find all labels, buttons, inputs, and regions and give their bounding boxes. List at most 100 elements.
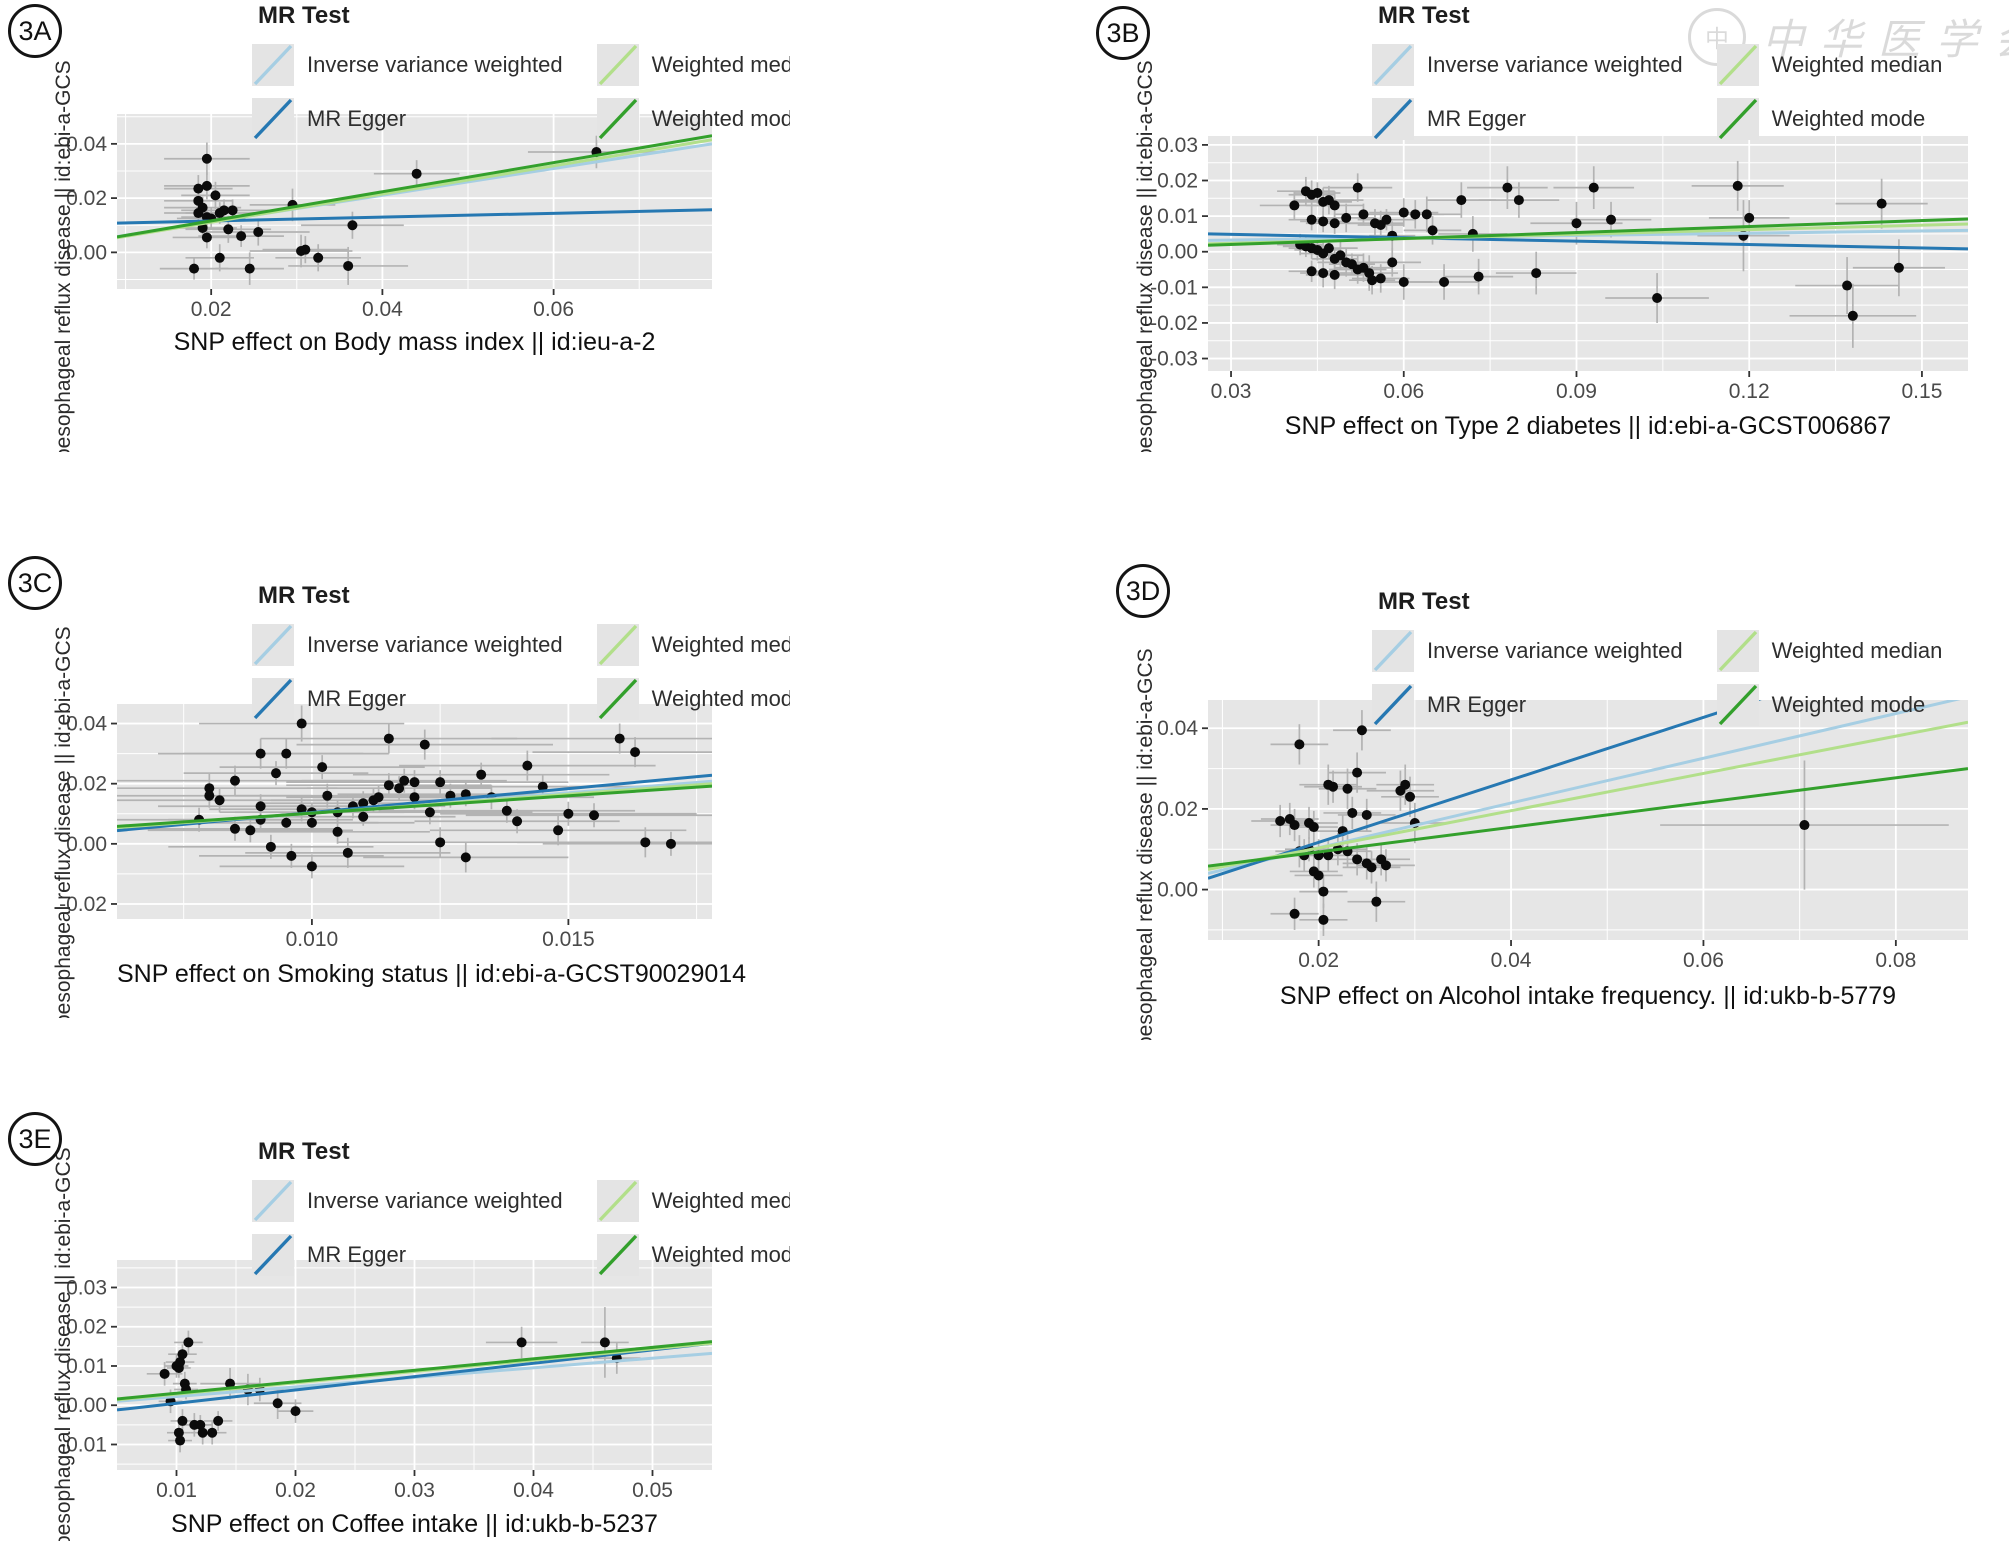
legend-label: Inverse variance weighted	[307, 52, 563, 77]
x-axis-label: SNP effect on Body mass index || id:ieu-…	[173, 328, 656, 356]
svg-text:0.15: 0.15	[1902, 380, 1943, 403]
legend-key-ivw-icon	[1372, 44, 1414, 86]
svg-text:0.04: 0.04	[66, 713, 107, 736]
legend-label: MR Egger	[1427, 692, 1527, 717]
legend-label: MR Egger	[1427, 106, 1527, 131]
panel-tag-3a: 3A	[8, 4, 62, 58]
legend-key-median-icon	[596, 44, 639, 86]
svg-text:0.04: 0.04	[362, 298, 403, 321]
svg-text:0.00: 0.00	[66, 241, 107, 264]
scatter-plot-3a: 0.02 0.04 0.06 0.00 0.02 0.04	[66, 114, 712, 321]
svg-text:0.05: 0.05	[632, 1479, 673, 1502]
svg-text:0.00: 0.00	[66, 1394, 107, 1417]
legend-label: Inverse variance weighted	[307, 632, 563, 657]
legend-item-mode: Weighted mode	[596, 676, 790, 722]
svg-text:0.08: 0.08	[1875, 949, 1916, 972]
legend-item-ivw: Inverse variance weighted	[252, 42, 563, 88]
svg-text:0.03: 0.03	[66, 1276, 107, 1299]
y-axis-label: oesophageal reflux disease || id:ebi-a-G…	[52, 1147, 75, 1541]
legend-key-egger-icon	[252, 678, 294, 720]
legend-label: Inverse variance weighted	[307, 1188, 563, 1213]
svg-text:0.00: 0.00	[66, 833, 107, 856]
legend-label: Weighted median	[651, 632, 790, 657]
svg-text:0.02: 0.02	[1157, 798, 1198, 821]
legend-key-ivw-icon	[252, 624, 294, 666]
legend-key-median-icon	[1716, 630, 1759, 672]
svg-text:0.01: 0.01	[66, 1355, 107, 1378]
legend-label: Inverse variance weighted	[1427, 638, 1683, 663]
svg-text:0.02: 0.02	[1157, 170, 1198, 193]
legend-key-egger-icon	[252, 1234, 294, 1276]
scatter-plot-3c: 0.010 0.015 -0.02 0.00 0.02 0.04	[59, 704, 712, 951]
y-axis-label: oesophageal reflux disease || id:ebi-a-G…	[1134, 60, 1157, 452]
legend-key-median-icon	[596, 1180, 639, 1222]
legend-item-egger: MR Egger	[252, 676, 563, 722]
svg-text:0.03: 0.03	[394, 1479, 435, 1502]
legend-label: Weighted mode	[1771, 692, 1926, 717]
y-axis-label: oesophageal reflux disease || id:ebi-a-G…	[1134, 648, 1157, 1040]
svg-text:-0.01: -0.01	[1150, 276, 1198, 299]
legend-key-median-icon	[1716, 44, 1759, 86]
svg-text:-0.02: -0.02	[59, 893, 107, 916]
panel-3a: 3A oesophageal reflux disease || id:ebi-…	[0, 0, 790, 452]
legend-label: Weighted mode	[651, 1242, 790, 1267]
legend-label: MR Egger	[307, 106, 407, 131]
svg-text:0.03: 0.03	[1157, 134, 1198, 157]
svg-text:0.01: 0.01	[156, 1479, 197, 1502]
panel-tag-3d: 3D	[1116, 564, 1170, 618]
x-axis-label: SNP effect on Coffee intake || id:ukb-b-…	[171, 1510, 658, 1538]
legend-title: MR Test	[258, 1138, 350, 1165]
svg-text:0.06: 0.06	[1683, 949, 1724, 972]
legend-item-median: Weighted median	[1716, 42, 1942, 88]
scatter-plot-3b: 0.03 0.06 0.09 0.12 0.15 -0.03 -0.02 -0.01 0.00 0…	[1150, 134, 1968, 403]
legend-title: MR Test	[258, 582, 350, 609]
svg-text:0.02: 0.02	[191, 298, 232, 321]
legend-label: Inverse variance weighted	[1427, 52, 1683, 77]
svg-text:0.04: 0.04	[513, 1479, 554, 1502]
legend-item-ivw: Inverse variance weighted	[252, 1178, 563, 1224]
panel-3d: 3D oesophageal reflux disease || id:ebi-…	[1080, 548, 2009, 1040]
svg-text:0.02: 0.02	[1298, 949, 1339, 972]
legend-key-mode-icon	[596, 98, 639, 140]
legend-key-mode-icon	[596, 1234, 639, 1276]
scatter-plot-3d: 0.02 0.04 0.06 0.08 0.00 0.02 0.04	[1157, 700, 1968, 972]
watermark: 中 中华医学会	[1688, 6, 2009, 67]
legend-item-ivw: Inverse variance weighted	[1372, 628, 1683, 674]
legend-label: Weighted median	[1771, 638, 1943, 663]
legend-label: Weighted mode	[651, 106, 790, 131]
legend-label: Weighted mode	[1771, 106, 1926, 131]
x-axis-label: SNP effect on Alcohol intake frequency. …	[1279, 982, 1897, 1010]
legend-item-egger: MR Egger	[252, 1232, 563, 1278]
mr-test-legend: MR Test Inverse variance weighted MR Egg…	[1372, 588, 1942, 728]
mr-test-legend: MR Test Inverse variance weighted MR Egg…	[1372, 2, 1942, 142]
svg-text:0.00: 0.00	[1157, 879, 1198, 902]
panel-tag-3e: 3E	[8, 1112, 62, 1166]
svg-text:0.01: 0.01	[1157, 205, 1198, 228]
legend-title: MR Test	[1378, 588, 1470, 615]
scatter-plot-3e: 0.01 0.02 0.03 0.04 0.05 -0.01 0.00 0.01 0.02 0.0…	[59, 1260, 712, 1502]
legend-key-egger-icon	[252, 98, 294, 140]
svg-text:0.015: 0.015	[542, 928, 595, 951]
svg-text:0.06: 0.06	[1383, 380, 1424, 403]
svg-text:0.010: 0.010	[286, 928, 339, 951]
x-axis-label: SNP effect on Smoking status || id:ebi-a…	[117, 960, 747, 988]
legend-key-ivw-icon	[252, 1180, 294, 1222]
legend-item-median: Weighted median	[596, 1178, 790, 1224]
legend-item-ivw: Inverse variance weighted	[252, 622, 563, 668]
svg-text:0.02: 0.02	[275, 1479, 316, 1502]
watermark-text: 中华医学会	[1762, 15, 2009, 64]
legend-title: MR Test	[258, 2, 350, 29]
legend-label: MR Egger	[307, 1242, 407, 1267]
panel-3c: 3C oesophageal reflux disease || id:ebi-…	[0, 548, 790, 1018]
svg-text:-0.02: -0.02	[1150, 312, 1198, 335]
svg-text:0.04: 0.04	[1491, 949, 1532, 972]
y-axis-label: oesophageal reflux disease || id:ebi-a-G…	[52, 60, 75, 452]
svg-text:0.02: 0.02	[66, 773, 107, 796]
legend-key-median-icon	[596, 624, 639, 666]
legend-key-mode-icon	[596, 678, 639, 720]
mr-test-legend: MR Test Inverse variance weighted MR Egg…	[252, 2, 790, 142]
panel-tag-3b: 3B	[1096, 6, 1150, 60]
mr-test-legend: MR Test Inverse variance weighted MR Egg…	[252, 1138, 790, 1278]
legend-label: Weighted median	[651, 1188, 790, 1213]
legend-title: MR Test	[1378, 2, 1470, 29]
